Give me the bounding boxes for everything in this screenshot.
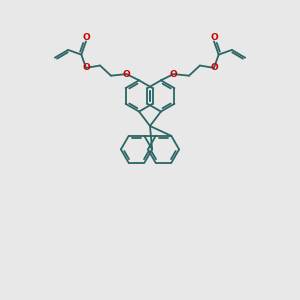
Text: O: O [210, 63, 218, 72]
Text: O: O [123, 70, 130, 79]
Text: O: O [169, 70, 177, 79]
Text: O: O [210, 33, 218, 42]
Text: O: O [82, 33, 90, 42]
Text: O: O [82, 63, 90, 72]
